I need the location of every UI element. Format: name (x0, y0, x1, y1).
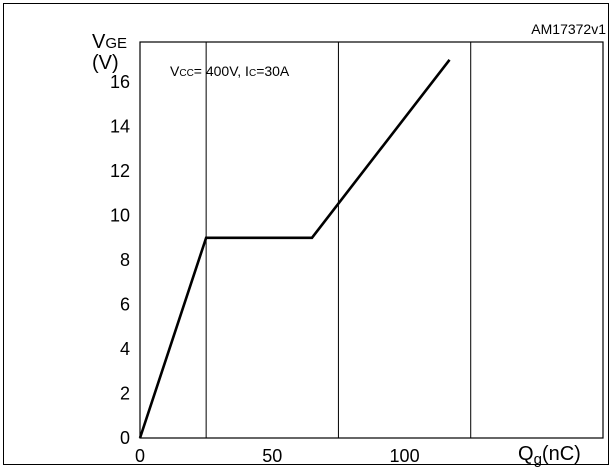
chart-frame (3, 3, 609, 465)
x-tick-labels: 0 50 100 (135, 446, 420, 466)
y-axis-unit: (V) (92, 52, 119, 74)
y-tick-labels: 0 2 4 6 8 10 12 14 16 (110, 72, 130, 448)
figure-id: AM17372v1 (531, 21, 606, 37)
y-tick-label: 12 (110, 161, 130, 181)
y-tick-label: 14 (110, 117, 130, 137)
y-tick-label: 10 (110, 206, 130, 226)
x-axis-label: Qg(nC) (518, 443, 581, 468)
x-tick-label: 0 (135, 446, 145, 466)
y-tick-label: 16 (110, 72, 130, 92)
plot-border (139, 41, 604, 439)
condition-annotation: VCC= 400V, IC=30A (170, 63, 290, 79)
y-tick-label: 6 (120, 295, 130, 315)
gridlines (205, 42, 472, 438)
x-tick-label: 50 (262, 446, 282, 466)
y-tick-label: 8 (120, 250, 130, 270)
y-tick-label: 4 (120, 339, 130, 359)
series-line (138, 59, 451, 439)
x-tick-label: 100 (390, 446, 420, 466)
y-tick-label: 0 (120, 428, 130, 448)
y-tick-label: 2 (120, 384, 130, 404)
y-axis-label: VGE (92, 31, 127, 53)
